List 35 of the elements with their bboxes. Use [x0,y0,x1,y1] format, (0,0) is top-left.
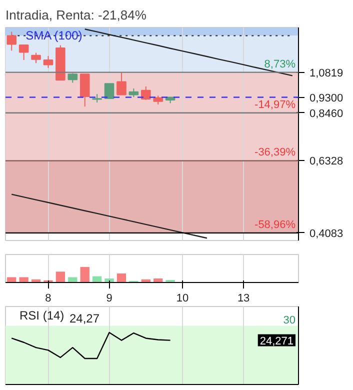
x-tick-label: 9 [106,292,112,304]
y-tick-label: 0,9300 [310,92,344,104]
candlestick [18,44,29,60]
candlestick [104,83,114,100]
candlestick [116,72,126,96]
series-label: SMA (100) [26,28,82,43]
bar [56,272,66,282]
bar [68,277,78,282]
candlestick [6,31,16,52]
chart-title: Intradia, Renta: -21,84% [6,8,147,22]
y-tick-label: 0,6328 [310,156,344,168]
candlestick [141,86,151,100]
annotation: -58,96% [254,218,296,231]
x-tick-label: 13 [237,292,250,304]
bar [19,277,28,282]
x-tick-label: 10 [176,292,189,304]
y-tick-label: 0,4083 [310,228,344,240]
candlestick [43,55,54,68]
bar [80,266,90,282]
annotation: -36,39% [254,146,296,159]
chart-subtitle: 24,27 [70,312,100,326]
bar [7,277,16,282]
y-tick-label: 1,0819 [310,67,344,80]
candlestick [80,74,90,108]
annotation: 8,73% [264,58,296,70]
x-tick-label: 8 [45,292,52,304]
chart-title: RSI (14) [20,308,64,322]
annotation: -14,97% [254,98,296,111]
y-tick-label: 0,8460 [310,108,344,120]
annotation: 24,271 [260,335,294,348]
candlestick [31,52,41,64]
candlestick [68,72,78,84]
bar [116,273,126,282]
line-series [11,194,208,239]
annotation: 30 [283,314,296,327]
